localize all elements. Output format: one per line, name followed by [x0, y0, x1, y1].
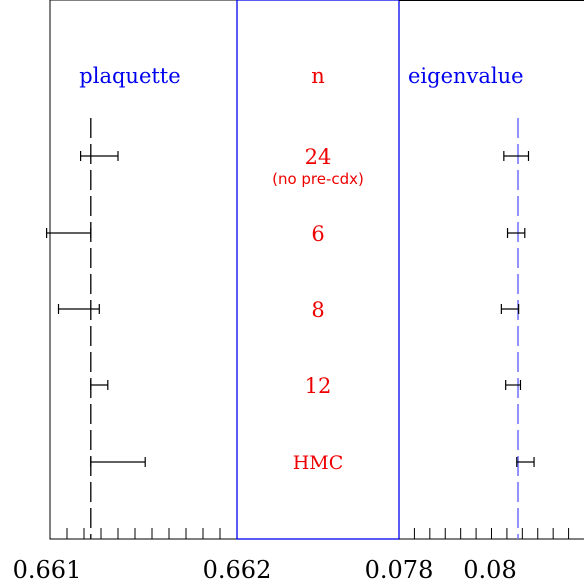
row-label-8: 8 [311, 298, 324, 322]
eigenvalue-tick-label-0080: 0.08 [463, 556, 516, 584]
plaquette-ticks [66, 528, 221, 539]
row-label-hmc: HMC [293, 452, 344, 474]
n-panel-frame [236, 0, 400, 540]
row-label-24: 24 [305, 145, 332, 169]
row-label-12: 12 [305, 374, 332, 398]
plaquette-points [45, 151, 146, 467]
n-panel-title: n [311, 64, 325, 88]
row-sublabel-no-pre-cdx: (no pre-cdx) [272, 170, 364, 188]
eigenvalue-title: eigenvalue [408, 64, 524, 88]
eigenvalue-ticks [413, 528, 570, 539]
row-label-6: 6 [311, 222, 324, 246]
plaquette-tick-label-0662: 0.662 [203, 556, 272, 584]
eigenvalue-points [500, 151, 535, 467]
plaquette-tick-label-0661: 0.661 [13, 556, 82, 584]
eigenvalue-tick-label-0078: 0.078 [365, 556, 434, 584]
plaquette-title: plaquette [79, 64, 180, 88]
